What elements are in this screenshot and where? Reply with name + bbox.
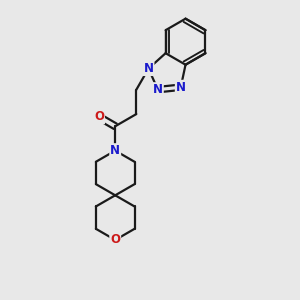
Text: N: N	[143, 62, 154, 75]
Text: O: O	[94, 110, 104, 124]
Text: N: N	[176, 81, 186, 94]
Text: N: N	[110, 144, 120, 157]
Text: O: O	[110, 233, 120, 247]
Text: N: N	[153, 83, 163, 96]
